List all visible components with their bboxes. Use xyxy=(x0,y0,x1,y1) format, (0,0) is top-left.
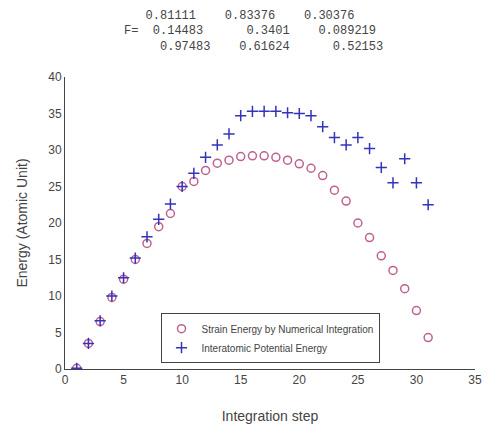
svg-text:Energy (Atomic Unit): Energy (Atomic Unit) xyxy=(14,158,30,287)
svg-text:30: 30 xyxy=(410,373,424,387)
svg-text:15: 15 xyxy=(234,373,248,387)
svg-text:20: 20 xyxy=(293,373,307,387)
svg-text:5: 5 xyxy=(120,373,127,387)
svg-text:5: 5 xyxy=(55,326,62,340)
svg-text:Strain Energy by Numerical Int: Strain Energy by Numerical Integration xyxy=(202,324,374,335)
svg-text:40: 40 xyxy=(48,70,62,84)
svg-text:10: 10 xyxy=(175,373,189,387)
svg-text:25: 25 xyxy=(351,373,365,387)
svg-text:35: 35 xyxy=(468,373,482,387)
svg-text:0: 0 xyxy=(55,362,62,376)
svg-text:25: 25 xyxy=(48,180,62,194)
svg-text:0.81111 0.83376 0.30376F: 0.81111 0.83376 0.30376F= 0.14483 0.3401… xyxy=(117,9,383,54)
svg-text:0: 0 xyxy=(62,373,69,387)
svg-text:20: 20 xyxy=(48,216,62,230)
svg-text:Interatomic Potential Energy: Interatomic Potential Energy xyxy=(202,343,328,354)
svg-text:35: 35 xyxy=(48,107,62,121)
svg-text:30: 30 xyxy=(48,143,62,157)
svg-text:10: 10 xyxy=(48,289,62,303)
svg-text:Integration step: Integration step xyxy=(222,408,319,424)
svg-text:15: 15 xyxy=(48,253,62,267)
